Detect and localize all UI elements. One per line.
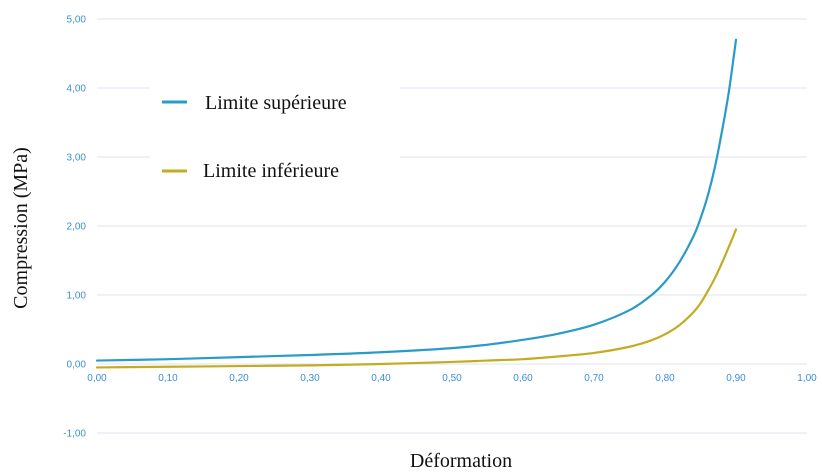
y-axis-ticks: -1,00 0,00 1,00 2,00 3,00 4,00 5,00 — [63, 15, 86, 440]
legend-label-lower: Limite inférieure — [203, 160, 339, 182]
y-tick-label: 3,00 — [67, 153, 87, 164]
legend-background — [150, 76, 400, 186]
x-tick-label: 0,70 — [584, 373, 604, 384]
x-tick-label: 0,60 — [513, 373, 533, 384]
x-tick-label: 0,80 — [655, 373, 675, 384]
x-tick-label: 0,90 — [726, 373, 746, 384]
y-tick-label: 4,00 — [67, 84, 87, 95]
series-line-upper — [95, 38, 738, 362]
x-axis-title: Déformation — [410, 450, 512, 472]
x-tick-label: 1,00 — [797, 373, 817, 384]
y-tick-label: 5,00 — [67, 15, 87, 26]
legend: Limite supérieure Limite inférieure — [150, 76, 400, 186]
y-axis-title: Compression (MPa) — [10, 147, 32, 309]
y-tick-label: 2,00 — [67, 222, 87, 233]
y-tick-label: 0,00 — [67, 360, 87, 371]
x-tick-label: 0,10 — [158, 373, 178, 384]
x-tick-label: 0,30 — [300, 373, 320, 384]
series-line-lower — [95, 228, 738, 369]
x-tick-label: 0,00 — [87, 373, 107, 384]
legend-label-upper: Limite supérieure — [205, 92, 347, 114]
y-tick-label: 1,00 — [67, 291, 87, 302]
x-tick-label: 0,50 — [442, 373, 462, 384]
series-lines — [95, 38, 738, 369]
y-tick-label: -1,00 — [63, 429, 86, 440]
x-tick-label: 0,40 — [371, 373, 391, 384]
x-tick-label: 0,20 — [229, 373, 249, 384]
x-axis-ticks: 0,00 0,10 0,20 0,30 0,40 0,50 0,60 0,70 0,80 0,90… — [87, 373, 817, 384]
